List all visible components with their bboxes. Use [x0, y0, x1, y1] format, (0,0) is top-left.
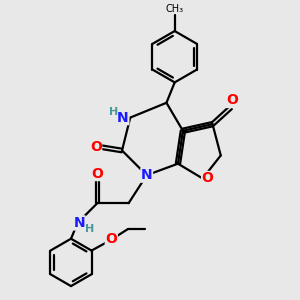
- Text: O: O: [105, 232, 117, 246]
- Text: H: H: [109, 107, 118, 117]
- Text: O: O: [226, 94, 238, 107]
- Text: O: O: [202, 172, 214, 185]
- Text: H: H: [85, 224, 95, 234]
- Text: O: O: [90, 140, 102, 154]
- Text: N: N: [117, 111, 129, 124]
- Text: O: O: [92, 167, 103, 181]
- Text: N: N: [141, 168, 152, 182]
- Text: CH₃: CH₃: [166, 4, 184, 14]
- Text: N: N: [74, 216, 85, 230]
